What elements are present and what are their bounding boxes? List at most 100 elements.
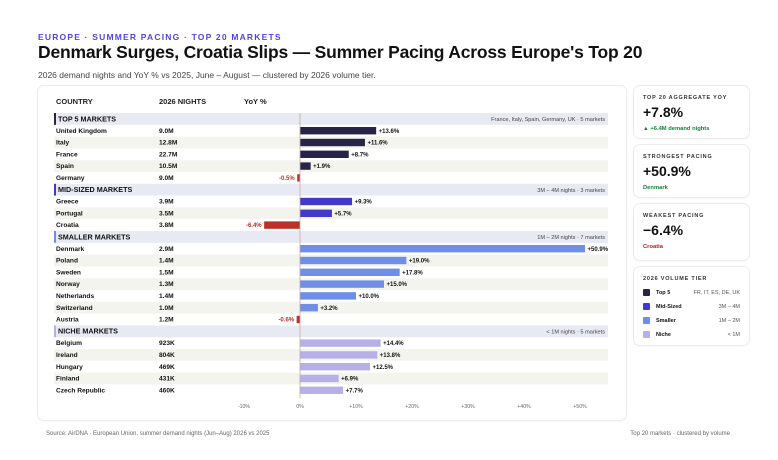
yoy-data-label: +5.7% bbox=[334, 211, 352, 217]
yoy-data-label: +13.8% bbox=[380, 353, 401, 359]
x-tick-label: +10% bbox=[349, 404, 363, 410]
kpi-label: STRONGEST PACING bbox=[643, 154, 713, 160]
yoy-data-label: +19.0% bbox=[409, 259, 430, 265]
legend-swatch bbox=[643, 303, 650, 310]
page-subtitle: 2026 demand nights and YoY % vs 2025, Ju… bbox=[38, 70, 376, 80]
country-label: France bbox=[56, 151, 78, 158]
nights-value: 431K bbox=[159, 376, 175, 383]
yoy-data-label: +7.7% bbox=[346, 388, 364, 394]
group-header-note: 1M – 2M nights · 7 markets bbox=[537, 235, 605, 241]
column-header-country: COUNTRY bbox=[56, 97, 93, 106]
country-label: Czech Republic bbox=[56, 387, 105, 394]
yoy-data-label: +50.9% bbox=[588, 247, 609, 253]
nights-value: 9.0M bbox=[159, 175, 174, 182]
yoy-bar bbox=[300, 292, 356, 300]
legend-desc: FR, IT, ES, DE, UK bbox=[693, 289, 740, 296]
yoy-data-label: +1.9% bbox=[313, 164, 331, 170]
yoy-bar bbox=[300, 351, 378, 359]
kpi-value: +50.9% bbox=[643, 163, 691, 179]
country-label: Germany bbox=[56, 175, 85, 182]
yoy-data-label: +10.0% bbox=[359, 294, 380, 300]
x-tick-label: +50% bbox=[573, 404, 587, 410]
country-label: United Kingdom bbox=[56, 128, 107, 135]
kpi-card-aggregate: TOP 20 AGGREGATE YOY +7.8% ▲ +6.4M deman… bbox=[634, 86, 749, 138]
yoy-data-label: -6.4% bbox=[246, 223, 262, 229]
legend-item-mid: Mid-Sized 3M – 4M bbox=[643, 303, 740, 310]
x-tick-label: 0% bbox=[296, 404, 304, 410]
yoy-data-label: +6.9% bbox=[341, 377, 359, 383]
yoy-bar bbox=[300, 150, 349, 158]
legend-desc: 3M – 4M bbox=[718, 303, 740, 310]
chart-card: COUNTRY 2026 NIGHTS YoY % TOP 5 MARKETS Fran… bbox=[38, 86, 626, 420]
yoy-bar bbox=[300, 280, 384, 288]
nights-value: 3.8M bbox=[159, 222, 174, 229]
kpi-card-strongest: STRONGEST PACING +50.9% Denmark bbox=[634, 145, 749, 197]
yoy-bar bbox=[296, 315, 300, 324]
country-label: Belgium bbox=[56, 340, 82, 347]
column-header-nights: 2026 NIGHTS bbox=[159, 97, 206, 106]
group-header-band bbox=[54, 325, 608, 338]
yoy-bar bbox=[300, 138, 365, 147]
nights-value: 1.3M bbox=[159, 281, 174, 288]
yoy-bar-chart: COUNTRY 2026 NIGHTS YoY % TOP 5 MARKETS Fran… bbox=[54, 97, 609, 410]
x-tick-label: +30% bbox=[461, 404, 475, 410]
legend-name: Niche bbox=[656, 331, 671, 338]
nights-value: 1.4M bbox=[159, 258, 174, 265]
group-header-band bbox=[54, 113, 608, 125]
country-label: Italy bbox=[56, 140, 70, 147]
group-header-label: TOP 5 MARKETS bbox=[58, 114, 116, 123]
group-header-note: < 1M nights · 5 markets bbox=[546, 329, 605, 335]
yoy-bar bbox=[300, 209, 332, 217]
group-header-band bbox=[54, 183, 608, 196]
legend-swatch bbox=[643, 317, 650, 324]
footer-note: Top 20 markets · clustered by volume bbox=[630, 431, 730, 437]
yoy-bar bbox=[300, 386, 344, 394]
yoy-data-label: +9.3% bbox=[355, 200, 373, 206]
country-label: Ireland bbox=[56, 352, 78, 359]
row-stripe bbox=[54, 160, 608, 172]
kpi-label: WEAKEST PACING bbox=[643, 213, 705, 219]
country-label: Sweden bbox=[56, 269, 81, 276]
yoy-bar bbox=[300, 197, 353, 206]
yoy-data-label: +15.0% bbox=[387, 282, 408, 288]
nights-value: 3.9M bbox=[159, 199, 174, 206]
nights-value: 1.0M bbox=[159, 305, 174, 312]
nights-value: 1.5M bbox=[159, 269, 174, 276]
yoy-bar bbox=[300, 256, 407, 265]
yoy-bar bbox=[300, 245, 586, 253]
page-title: Denmark Surges, Croatia Slips — Summer P… bbox=[38, 42, 643, 62]
yoy-bar bbox=[300, 127, 377, 135]
legend-item-niche: Niche < 1M bbox=[643, 331, 740, 338]
yoy-data-label: +11.6% bbox=[367, 141, 388, 147]
legend-swatch bbox=[643, 289, 650, 296]
group-header-note: 3M – 4M nights · 3 markets bbox=[537, 188, 605, 194]
kpi-value: −6.4% bbox=[643, 222, 684, 238]
nights-value: 22.7M bbox=[159, 151, 178, 158]
group-header-note: France, Italy, Spain, Germany, UK · 5 ma… bbox=[491, 117, 605, 123]
legend-item-smaller: Smaller 1M – 2M bbox=[643, 317, 740, 324]
legend-name: Smaller bbox=[656, 317, 676, 324]
yoy-bar bbox=[300, 162, 311, 170]
nights-value: 469K bbox=[159, 364, 175, 371]
legend-name: Mid-Sized bbox=[656, 303, 682, 310]
nights-value: 3.5M bbox=[159, 210, 174, 217]
group-header-accent bbox=[54, 325, 56, 338]
group-header-label: SMALLER MARKETS bbox=[58, 232, 130, 241]
nights-value: 10.5M bbox=[159, 163, 178, 170]
country-label: Norway bbox=[56, 281, 80, 288]
nights-value: 2.9M bbox=[159, 246, 174, 253]
group-header-accent bbox=[54, 231, 56, 243]
yoy-bar bbox=[297, 174, 300, 182]
legend-name: Top 5 bbox=[656, 289, 671, 296]
legend-item-top5: Top 5 FR, IT, ES, DE, UK bbox=[643, 289, 740, 296]
yoy-bar bbox=[300, 304, 318, 312]
legend-card: 2026 VOLUME TIER Top 5 FR, IT, ES, DE, U… bbox=[634, 267, 749, 345]
kpi-sub: ▲ +6.4M demand nights bbox=[643, 126, 710, 132]
nights-value: 9.0M bbox=[159, 128, 174, 135]
legend-desc: < 1M bbox=[727, 331, 740, 338]
yoy-bar bbox=[300, 374, 339, 383]
country-label: Denmark bbox=[56, 246, 85, 253]
column-header-yoy: YoY % bbox=[244, 97, 267, 106]
country-label: Netherlands bbox=[56, 293, 94, 300]
country-label: Finland bbox=[56, 376, 79, 383]
